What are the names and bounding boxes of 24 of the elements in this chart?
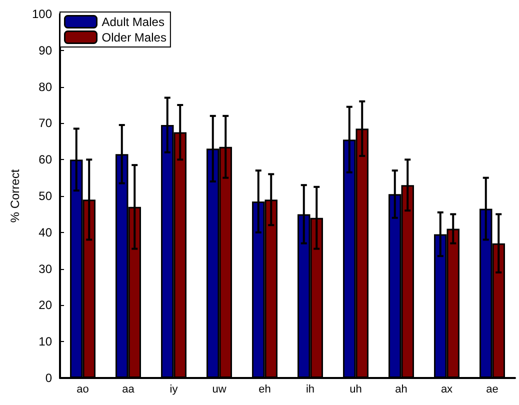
- x-tick-label: ih: [306, 384, 315, 396]
- x-tick-label: uh: [350, 384, 362, 396]
- y-tick-label: 70: [38, 116, 52, 130]
- y-tick-label: 80: [38, 80, 52, 94]
- y-tick-label: 100: [32, 7, 52, 21]
- x-tick-label: ao: [76, 384, 89, 396]
- y-axis-title: % Correct: [8, 168, 22, 223]
- legend-label: Adult Males: [102, 14, 164, 29]
- x-tick-label: aa: [122, 384, 136, 396]
- x-tick-label: ax: [440, 384, 454, 396]
- y-tick-label: 90: [38, 43, 52, 58]
- y-tick-label: 20: [38, 298, 52, 312]
- x-tick-label: ah: [395, 384, 408, 396]
- y-tick-label: 40: [38, 225, 52, 240]
- x-tick-label: eh: [258, 384, 271, 396]
- x-tick-label: iy: [170, 384, 178, 396]
- legend-label: Older Males: [102, 30, 166, 44]
- y-tick-label: 30: [38, 262, 52, 276]
- y-tick-label: 50: [38, 189, 52, 203]
- x-tick-label: uw: [212, 384, 226, 396]
- y-tick-label: 10: [38, 334, 52, 349]
- x-tick-label: ae: [486, 384, 498, 396]
- y-tick-label: 60: [38, 152, 52, 167]
- y-tick-label: 0: [45, 371, 52, 385]
